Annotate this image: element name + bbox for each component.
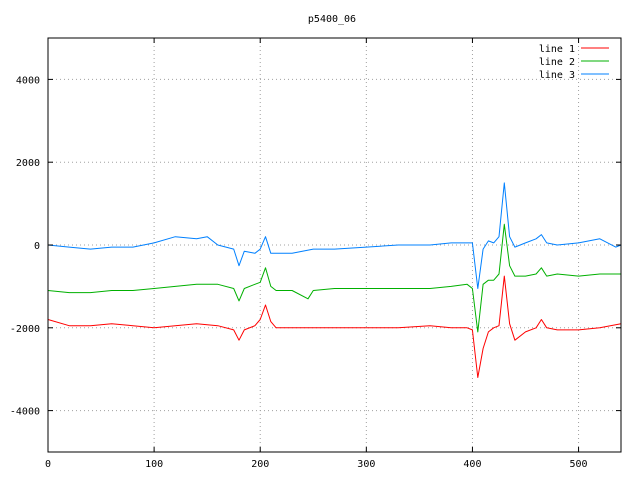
legend-label: line 2 [539, 57, 575, 68]
x-tick-label: 200 [251, 459, 269, 470]
y-tick-label: 2000 [16, 158, 40, 169]
legend-label: line 3 [539, 70, 575, 81]
x-tick-label: 100 [145, 459, 163, 470]
grid [48, 38, 621, 452]
y-tick-label: 4000 [16, 75, 40, 86]
y-tick-label: -2000 [10, 324, 40, 335]
x-tick-label: 0 [45, 459, 51, 470]
y-tick-label: -4000 [10, 407, 40, 418]
legend-label: line 1 [539, 44, 575, 55]
chart-title: p5400_06 [308, 14, 356, 25]
series-group [47, 182, 622, 378]
x-tick-label: 400 [463, 459, 481, 470]
plot-area-border [47, 37, 622, 453]
legend: line 1 line 2 line 3 [539, 44, 609, 81]
series-line [47, 223, 621, 333]
series-line [47, 182, 622, 289]
axis-ticks: 0 100 200 300 400 500 -4000 -2000 0 2000 4000 [10, 38, 621, 470]
series-line [47, 275, 622, 378]
x-tick-label: 500 [570, 459, 588, 470]
x-tick-label: 300 [357, 459, 375, 470]
y-tick-label: 0 [34, 241, 40, 252]
